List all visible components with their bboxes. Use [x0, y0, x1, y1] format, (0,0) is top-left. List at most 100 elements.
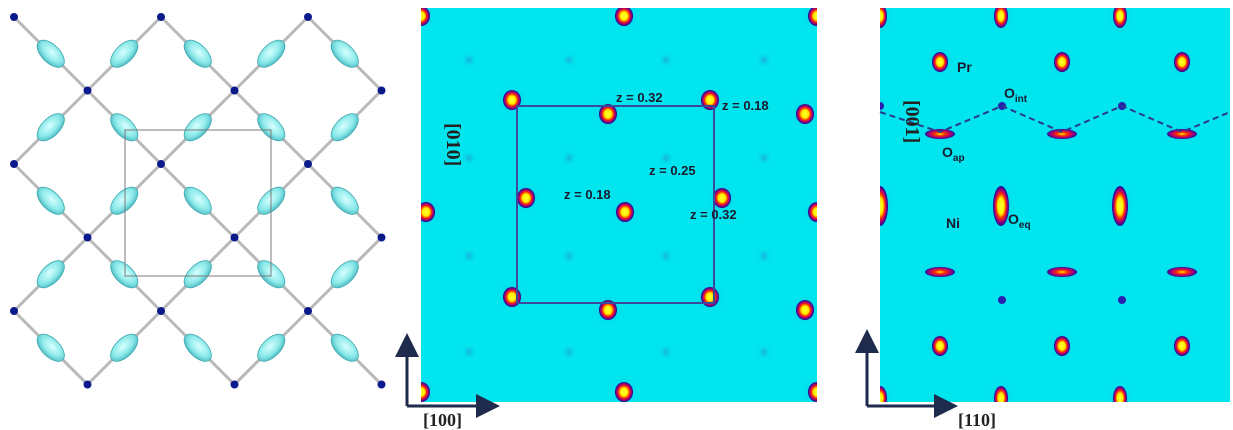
- ellipsoid: [257, 333, 286, 362]
- faint-peak: [561, 248, 577, 264]
- atom: [377, 380, 386, 389]
- atom: [10, 307, 18, 315]
- atom: [10, 160, 18, 168]
- ellipsoid: [110, 186, 139, 215]
- ellipsoid: [257, 113, 286, 142]
- unit-cell-box: [124, 129, 272, 277]
- density-peak: [808, 202, 817, 222]
- density-peak: [932, 336, 948, 356]
- axes-arrows-c: [110]: [855, 329, 996, 430]
- ellipsoid: [183, 186, 212, 215]
- density-peak: [925, 129, 955, 139]
- density-peak: [796, 300, 814, 320]
- axis-label-010: [010]: [442, 123, 464, 166]
- atom: [83, 86, 92, 95]
- zigzag-path: [879, 104, 1231, 134]
- ellipsoid: [330, 333, 359, 362]
- density-peak: [421, 382, 430, 402]
- density-peak: [1118, 296, 1126, 304]
- density-peak: [1167, 129, 1197, 139]
- density-peak: [1174, 336, 1190, 356]
- ellipsoid: [257, 39, 286, 68]
- faint-peak: [756, 150, 772, 166]
- density-peak: [1113, 386, 1127, 402]
- ellipsoid: [36, 260, 65, 289]
- label-oint: Oint: [1004, 85, 1028, 105]
- faint-peak: [461, 248, 477, 264]
- density-peak: [808, 8, 817, 26]
- axis-label-110: [110]: [958, 410, 996, 430]
- density-peak: [1047, 267, 1077, 277]
- density-peak: [796, 104, 814, 124]
- atom: [304, 307, 312, 315]
- atom: [377, 233, 386, 242]
- density-peak: [880, 386, 887, 402]
- atom: [377, 86, 386, 95]
- density-peak: [1054, 336, 1070, 356]
- atom: [230, 233, 239, 242]
- density-peak: [713, 188, 731, 208]
- ellipsoid: [110, 39, 139, 68]
- z-label-2: z = 0.18: [722, 98, 769, 113]
- ellipsoid: [110, 113, 139, 142]
- label-ni: Ni: [946, 215, 960, 231]
- density-peak: [615, 8, 633, 26]
- label-pr: Pr: [957, 59, 972, 75]
- z-label-5: z = 0.32: [690, 207, 737, 222]
- density-peak: [421, 8, 430, 26]
- faint-peak: [658, 52, 674, 68]
- structure-panel: [10, 13, 386, 389]
- ellipsoid: [183, 113, 212, 142]
- atom: [304, 160, 312, 168]
- ellipsoid: [330, 113, 359, 142]
- ellipsoid: [183, 39, 212, 68]
- ellipsoid: [183, 333, 212, 362]
- density-peak: [1112, 186, 1128, 226]
- density-peak: [998, 296, 1006, 304]
- faint-peak: [461, 52, 477, 68]
- ellipsoid: [110, 333, 139, 362]
- atom: [83, 380, 92, 389]
- ellipsoid: [36, 186, 65, 215]
- atom: [157, 160, 165, 168]
- density-peak: [1167, 267, 1197, 277]
- axis-label-100: [100]: [423, 410, 462, 430]
- density-peak: [599, 300, 617, 320]
- atom: [83, 233, 92, 242]
- density-map-ab: z = 0.32 z = 0.18 z = 0.25 z = 0.18 z = …: [421, 8, 817, 402]
- label-oeq: Oeq: [1008, 211, 1031, 231]
- density-peak: [932, 52, 948, 72]
- faint-peak: [658, 248, 674, 264]
- z-label-4: z = 0.18: [564, 187, 611, 202]
- density-peak: [994, 8, 1008, 28]
- atom: [10, 13, 18, 21]
- density-peaks: [880, 8, 1202, 402]
- ellipsoid-set: [36, 39, 359, 362]
- ellipsoid: [330, 39, 359, 68]
- density-peak: [1047, 129, 1077, 139]
- faint-peak: [756, 248, 772, 264]
- density-peak: [808, 382, 817, 402]
- density-peak: [517, 188, 535, 208]
- z-label-1: z = 0.32: [616, 90, 663, 105]
- axes-arrows-b: [100]: [395, 333, 500, 430]
- faint-peak: [461, 344, 477, 360]
- atom: [230, 380, 239, 389]
- density-peak: [1174, 52, 1190, 72]
- density-peak: [994, 386, 1008, 402]
- density-peak: [880, 102, 884, 110]
- density-peak: [599, 104, 617, 124]
- faint-peak: [756, 52, 772, 68]
- ellipsoid: [110, 260, 139, 289]
- faint-peak: [658, 150, 674, 166]
- atom: [304, 13, 312, 21]
- density-peak: [880, 8, 887, 28]
- density-peak: [616, 202, 634, 222]
- density-peak: [1054, 52, 1070, 72]
- atom-set: [10, 13, 386, 389]
- density-peak: [615, 382, 633, 402]
- atom: [157, 307, 165, 315]
- ellipsoid: [36, 113, 65, 142]
- density-map-110: Pr Oint Oap Ni Oeq [001]: [879, 8, 1231, 402]
